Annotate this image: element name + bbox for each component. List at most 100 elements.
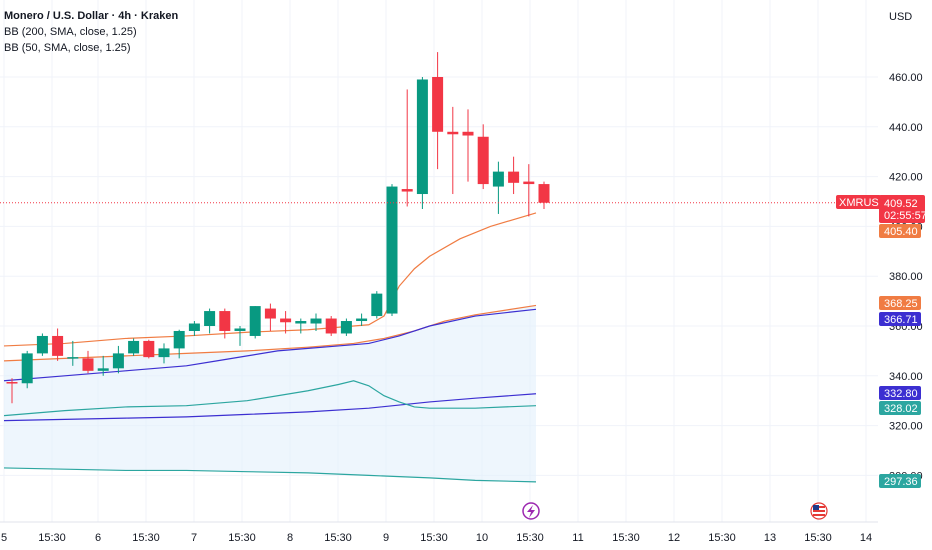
y-tick-label: 320.00 <box>889 421 923 433</box>
candle-body <box>477 136 489 185</box>
candle <box>508 156 520 195</box>
candle-body <box>325 318 337 334</box>
bb200-upper-badge: 368.25 <box>879 296 921 310</box>
x-tick-label: 15:30 <box>324 532 352 544</box>
candle <box>6 378 18 404</box>
chart-legend: Monero / U.S. Dollar · 4h · Kraken BB (2… <box>4 8 178 56</box>
candle <box>234 326 246 346</box>
bb200-lower-line <box>3 467 537 483</box>
bb50-middle-line <box>3 308 537 382</box>
candle <box>188 321 200 336</box>
candle <box>112 345 124 374</box>
candle <box>36 333 48 356</box>
candle <box>52 328 64 361</box>
bb200-band-fill <box>4 305 536 482</box>
x-tick-label: 5 <box>1 532 7 544</box>
bb50-upper-text: 405.40 <box>884 226 918 238</box>
candle-body <box>386 186 398 314</box>
bb50-lower-line <box>3 380 537 417</box>
countdown-text: 02:55:57 <box>884 210 927 222</box>
x-tick-label: 15:30 <box>420 532 448 544</box>
x-tick-label: 15:30 <box>612 532 640 544</box>
candle <box>280 311 292 334</box>
candle-body <box>523 181 535 185</box>
candle-body <box>112 353 124 369</box>
candle-body <box>310 318 322 324</box>
x-tick-label: 15:30 <box>804 532 832 544</box>
candle-body <box>82 358 94 371</box>
candle <box>97 355 109 376</box>
candle <box>340 318 352 336</box>
symbol-badge-text: XMRUSD <box>839 197 887 209</box>
candle <box>67 340 79 366</box>
x-tick-label: 10 <box>476 532 488 544</box>
y-tick-label: 340.00 <box>889 371 923 383</box>
candle-body <box>173 330 185 349</box>
candle <box>249 306 261 339</box>
x-tick-label: 15:30 <box>708 532 736 544</box>
bb50-lower-badge: 328.02 <box>879 401 921 415</box>
candle-body <box>249 306 261 336</box>
x-tick-label: 9 <box>383 532 389 544</box>
candle <box>386 184 398 317</box>
lightning-icon[interactable] <box>522 502 540 520</box>
candle-body <box>401 189 413 192</box>
candle-body <box>264 308 276 319</box>
candle <box>219 308 231 339</box>
candle <box>128 338 140 356</box>
bb200-lower-text: 297.36 <box>884 476 918 488</box>
candle-body <box>295 321 307 324</box>
candle-body <box>52 335 64 356</box>
x-tick-label: 15:30 <box>132 532 160 544</box>
us-flag-icon[interactable] <box>810 502 828 520</box>
candle-body <box>492 171 504 187</box>
candle-body <box>21 353 33 384</box>
candle-body <box>67 357 79 359</box>
candle <box>325 316 337 336</box>
indicator-bb200[interactable]: BB (200, SMA, close, 1.25) <box>4 26 137 38</box>
candle-body <box>371 293 383 317</box>
candle <box>158 343 170 364</box>
candle-body <box>36 335 48 354</box>
symbol-title: Monero / U.S. Dollar · 4h · Kraken <box>4 10 179 22</box>
bb50-lower-text: 328.02 <box>884 403 918 415</box>
candle <box>356 313 368 326</box>
symbol-badge: XMRUSD <box>836 195 887 209</box>
candle <box>82 350 94 374</box>
y-axis-ticks: 460.00440.00420.00400.00380.00360.00340.… <box>889 72 923 482</box>
candle-body <box>508 171 520 183</box>
candle-body <box>432 77 444 132</box>
candle <box>477 124 489 190</box>
candle <box>432 52 444 170</box>
candle <box>416 77 428 209</box>
candle-body <box>538 184 550 203</box>
bb50-upper-line <box>3 212 537 347</box>
candle-body <box>416 79 428 195</box>
candle <box>492 161 504 214</box>
candle-body <box>280 318 292 323</box>
candle <box>143 339 155 359</box>
indicator-bb50[interactable]: BB (50, SMA, close, 1.25) <box>4 42 131 54</box>
candle <box>401 89 413 207</box>
candle-body <box>356 318 368 322</box>
candle-body <box>188 323 200 331</box>
x-tick-label: 14 <box>860 532 872 544</box>
candle-body <box>234 328 246 331</box>
candle-body <box>158 348 170 358</box>
candle <box>371 291 383 319</box>
bb200-mid-badge: 332.80 <box>879 386 921 400</box>
x-tick-label: 13 <box>764 532 776 544</box>
candle-body <box>6 382 18 384</box>
candle <box>310 313 322 331</box>
candle-body <box>204 311 216 326</box>
candle <box>204 308 216 334</box>
last-price-badge: 409.52 02:55:57 <box>879 195 927 223</box>
x-tick-label: 11 <box>572 532 583 544</box>
last-price-text: 409.52 <box>884 198 918 210</box>
y-tick-label: 460.00 <box>889 72 923 84</box>
candle <box>523 164 535 217</box>
x-tick-label: 15:30 <box>38 532 66 544</box>
bb200-lower-badge: 297.36 <box>879 474 921 488</box>
candles <box>6 52 550 404</box>
